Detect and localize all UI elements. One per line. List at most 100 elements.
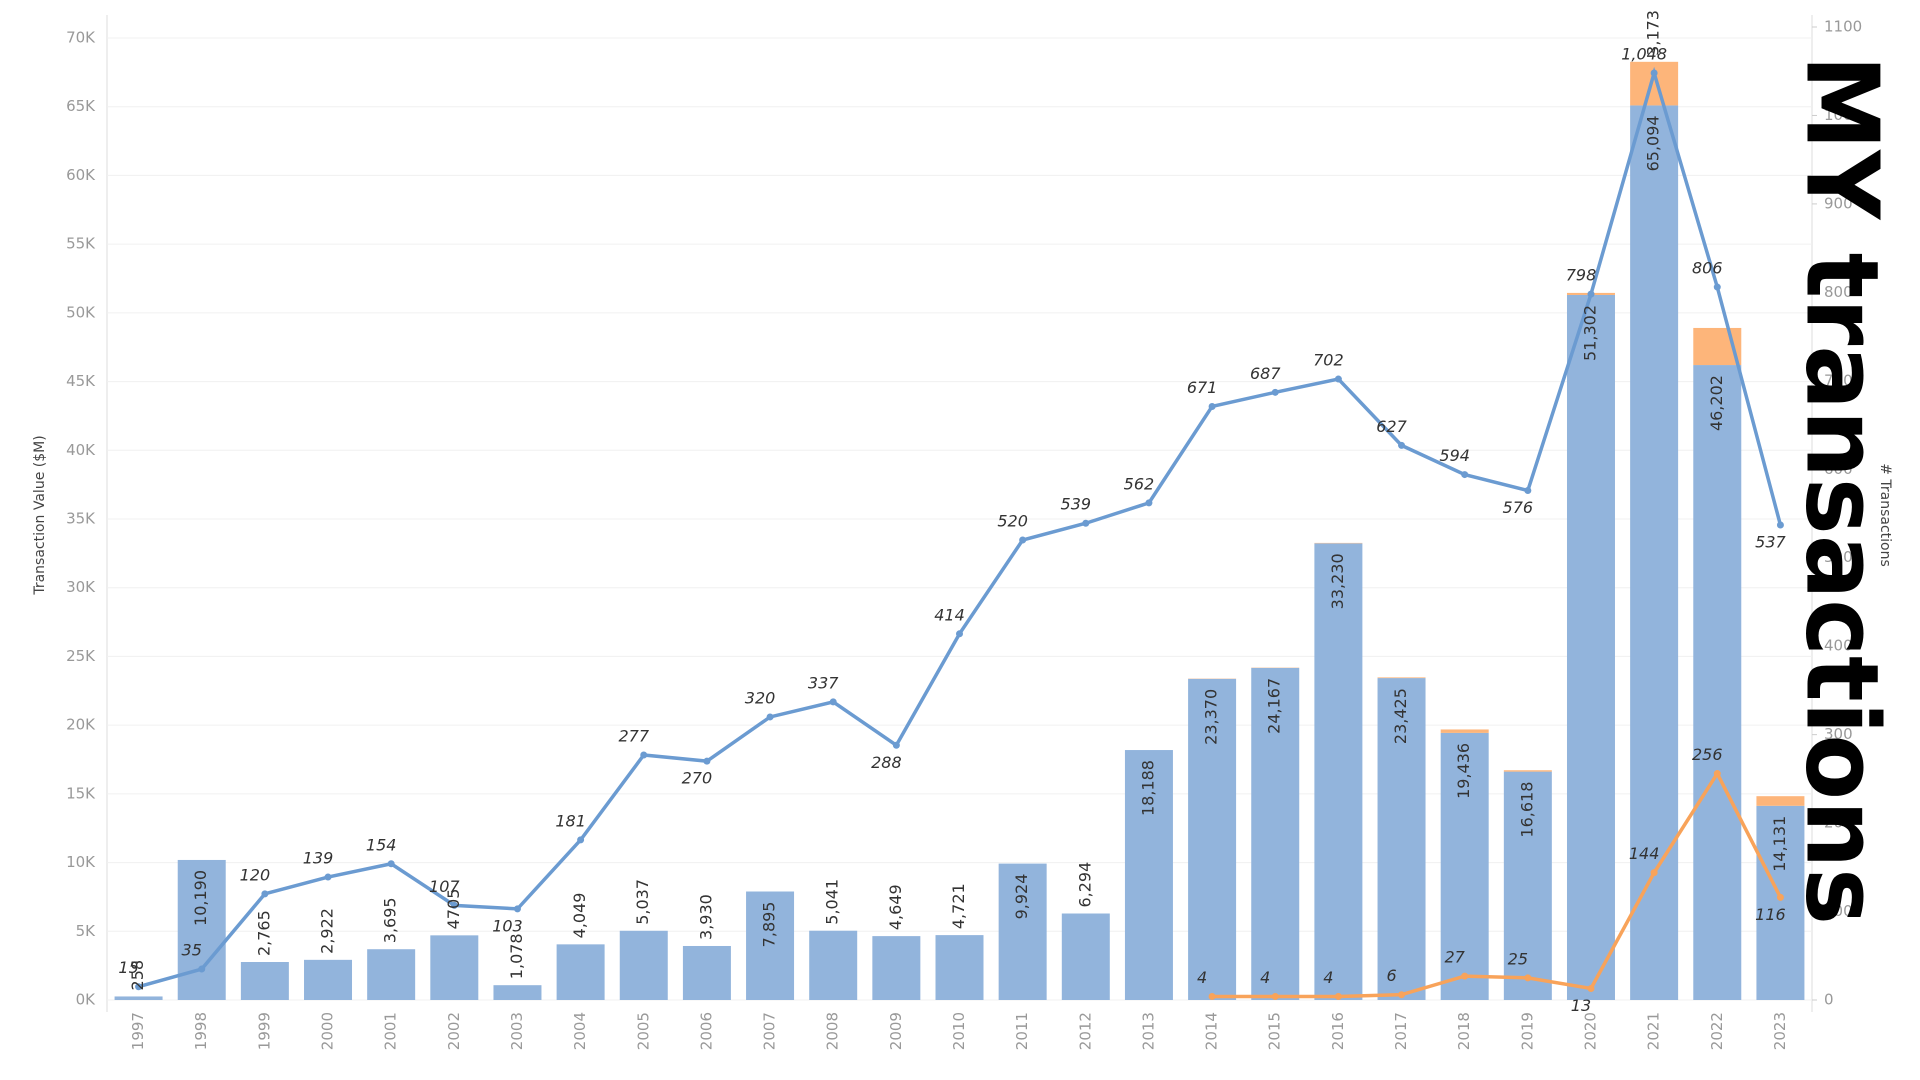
bar-value-label: 258 <box>128 960 147 991</box>
line-value-label: 537 <box>1755 532 1786 551</box>
line-value-label: 15 <box>118 958 138 977</box>
bar <box>619 930 668 1000</box>
line-point <box>829 698 837 706</box>
y-tick-label: 55K <box>66 235 96 253</box>
x-tick-label: 2018 <box>1455 1012 1473 1050</box>
x-tick-label: 2021 <box>1645 1012 1663 1050</box>
line-point <box>198 965 206 973</box>
line-value-label: 687 <box>1250 364 1281 383</box>
bar <box>1440 732 1489 1000</box>
line-point <box>956 630 963 638</box>
line-value-label: 4 <box>1323 968 1333 987</box>
line-value-label: 414 <box>934 605 965 624</box>
y-tick-label: 40K <box>66 441 96 459</box>
y2-tick-label: 1000 <box>1824 106 1862 124</box>
line-value-label: 256 <box>1692 745 1723 764</box>
bar-value-label: 3,173 <box>1644 10 1663 56</box>
bar <box>1756 805 1805 1000</box>
bar-value-label: 33,230 <box>1328 553 1347 609</box>
bar <box>1377 677 1426 679</box>
line-point <box>577 836 585 844</box>
bar-value-label: 2,765 <box>254 910 273 956</box>
line-point <box>1776 521 1784 529</box>
bar <box>935 935 984 1000</box>
bar-value-label: 4,049 <box>570 893 589 939</box>
y-tick-label: 50K <box>66 303 96 321</box>
line-point <box>1587 290 1595 298</box>
y-tick-label: 70K <box>66 29 96 47</box>
line-point <box>892 741 900 749</box>
x-tick-label: 2014 <box>1203 1012 1221 1050</box>
y-tick-label: 20K <box>66 716 96 734</box>
line-point <box>261 890 269 898</box>
y-tick-label: 65K <box>66 97 96 115</box>
line-point <box>766 713 774 721</box>
y2-tick-label: 700 <box>1824 371 1853 389</box>
x-tick-label: 2001 <box>382 1012 400 1050</box>
line-point <box>1650 69 1658 77</box>
line-value-label: 107 <box>429 877 460 896</box>
bar-value-label: 10,190 <box>191 870 210 926</box>
bar-value-label: 16,618 <box>1517 782 1536 838</box>
bar <box>998 863 1047 1000</box>
bar-value-label: 5,041 <box>823 879 842 925</box>
line-point <box>1145 499 1153 507</box>
line-point <box>1461 471 1469 479</box>
bar <box>556 944 605 1000</box>
x-tick-label: 2017 <box>1392 1012 1410 1050</box>
y-tick-label: 0K <box>76 991 97 1009</box>
x-tick-label: 2007 <box>761 1012 779 1050</box>
x-tick-label: 1997 <box>129 1012 147 1050</box>
line-point <box>1524 974 1532 982</box>
bar-value-label: 4,721 <box>949 883 968 929</box>
line-value-label: 6 <box>1386 966 1396 985</box>
bar-value-label: 46,202 <box>1707 375 1726 431</box>
line-point <box>1524 487 1532 495</box>
y2-tick-label: 1100 <box>1824 18 1862 36</box>
bar <box>304 959 353 1000</box>
bar <box>1061 913 1110 1000</box>
x-tick-label: 2016 <box>1329 1012 1347 1050</box>
x-tick-label: 1998 <box>192 1012 210 1050</box>
line-value-label: 277 <box>618 726 649 745</box>
y-tick-label: 15K <box>66 784 96 802</box>
x-tick-label: 2002 <box>445 1012 463 1050</box>
y2-tick-label: 400 <box>1824 637 1853 655</box>
line-value-label: 27 <box>1445 948 1466 967</box>
bar-value-label: 4705 <box>444 889 463 930</box>
line-value-label: 1,048 <box>1621 44 1667 63</box>
x-tick-label: 2003 <box>508 1012 526 1050</box>
bar-value-label: 4,649 <box>886 884 905 930</box>
bar-value-label: 19,436 <box>1454 743 1473 799</box>
line-value-label: 806 <box>1692 259 1723 278</box>
x-tick-label: 1999 <box>255 1012 273 1050</box>
line-value-label: 120 <box>240 865 271 884</box>
y2-tick-label: 100 <box>1824 902 1853 920</box>
line-value-label: 320 <box>745 688 776 707</box>
x-tick-label: 2019 <box>1518 1012 1536 1050</box>
line-point <box>1019 536 1027 544</box>
y2-tick-label: 0 <box>1824 991 1834 1009</box>
y2-tick-label: 200 <box>1824 814 1853 832</box>
bar-value-label: 14,131 <box>1770 816 1789 872</box>
x-tick-label: 2012 <box>1076 1012 1094 1050</box>
bar-value-label: 3,695 <box>381 897 400 943</box>
line-point <box>1776 893 1784 901</box>
bar <box>367 949 416 1000</box>
line-value-label: 798 <box>1566 266 1597 285</box>
y2-tick-label: 900 <box>1824 194 1853 212</box>
line-value-label: 576 <box>1503 498 1534 517</box>
x-tick-label: 2009 <box>887 1012 905 1050</box>
line-point <box>387 860 395 868</box>
y2-tick-label: 800 <box>1824 283 1853 301</box>
x-tick-label: 2008 <box>824 1012 842 1050</box>
bar <box>1503 770 1552 772</box>
line-value-label: 627 <box>1376 417 1407 436</box>
bar-value-label: 2,922 <box>318 908 337 954</box>
line-point <box>1398 441 1406 449</box>
bar <box>1756 796 1805 806</box>
line-point <box>640 751 648 759</box>
x-tick-label: 2022 <box>1708 1012 1726 1050</box>
line-value-label: 154 <box>366 835 397 854</box>
